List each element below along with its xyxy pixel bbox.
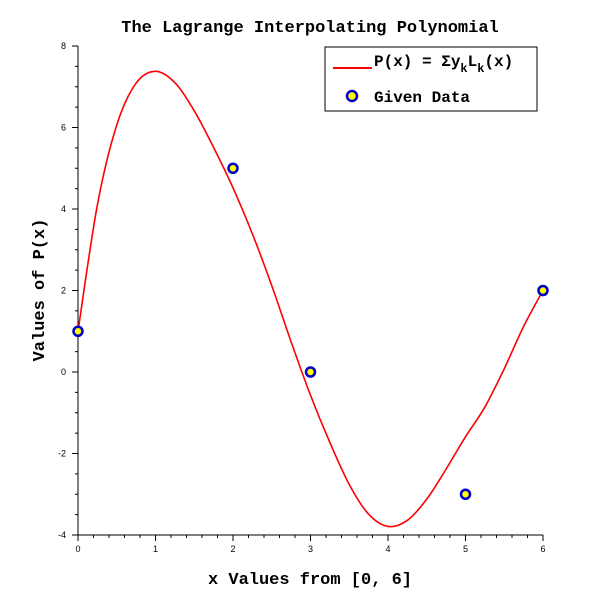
legend-line-label-end: (x) (484, 53, 513, 71)
data-point (537, 284, 549, 297)
y-tick-label: -4 (58, 530, 66, 540)
tick-labels: 0 1 2 3 4 5 6 -4 -2 0 2 4 6 8 (58, 41, 546, 554)
x-tick-label: 5 (463, 544, 468, 554)
y-axis-label: Values of P(x) (31, 219, 50, 362)
y-tick-label: 6 (61, 123, 66, 133)
x-tick-label: 1 (153, 544, 158, 554)
tick-marks (72, 45, 544, 541)
legend-marker-swatch (345, 89, 359, 103)
chart-title: The Lagrange Interpolating Polynomial (121, 19, 498, 38)
y-tick-label: 4 (61, 204, 66, 214)
series-curve-group (77, 70, 544, 528)
interpolating-polynomial-curve (77, 70, 544, 528)
y-tick-label: 0 (61, 367, 66, 377)
series-points-group (72, 162, 549, 500)
legend-line-label-sub2: k (477, 62, 484, 76)
x-tick-label: 4 (385, 544, 390, 554)
data-point (227, 162, 239, 174)
legend: P(x) = ΣykLk(x) Given Data (324, 46, 538, 112)
data-point (72, 325, 84, 337)
legend-box (324, 46, 538, 112)
data-point (459, 488, 472, 500)
x-tick-label: 2 (230, 544, 235, 554)
y-tick-label: 8 (61, 41, 66, 51)
legend-line-label-main: P(x) = Σy (374, 53, 461, 71)
legend-line-label-sub1: k (460, 62, 467, 76)
y-tick-label: 2 (61, 286, 66, 296)
x-axis-label: x Values from [0, 6] (208, 571, 412, 590)
y-tick-label: -2 (58, 449, 66, 459)
legend-line-label: P(x) = ΣykLk(x) (374, 53, 513, 76)
data-point (304, 366, 317, 378)
x-tick-label: 3 (308, 544, 313, 554)
legend-line-label-mid: L (468, 53, 478, 71)
legend-marker-label: Given Data (374, 89, 470, 107)
x-tick-label: 6 (540, 544, 545, 554)
axes (77, 46, 543, 536)
x-tick-label: 0 (75, 544, 80, 554)
